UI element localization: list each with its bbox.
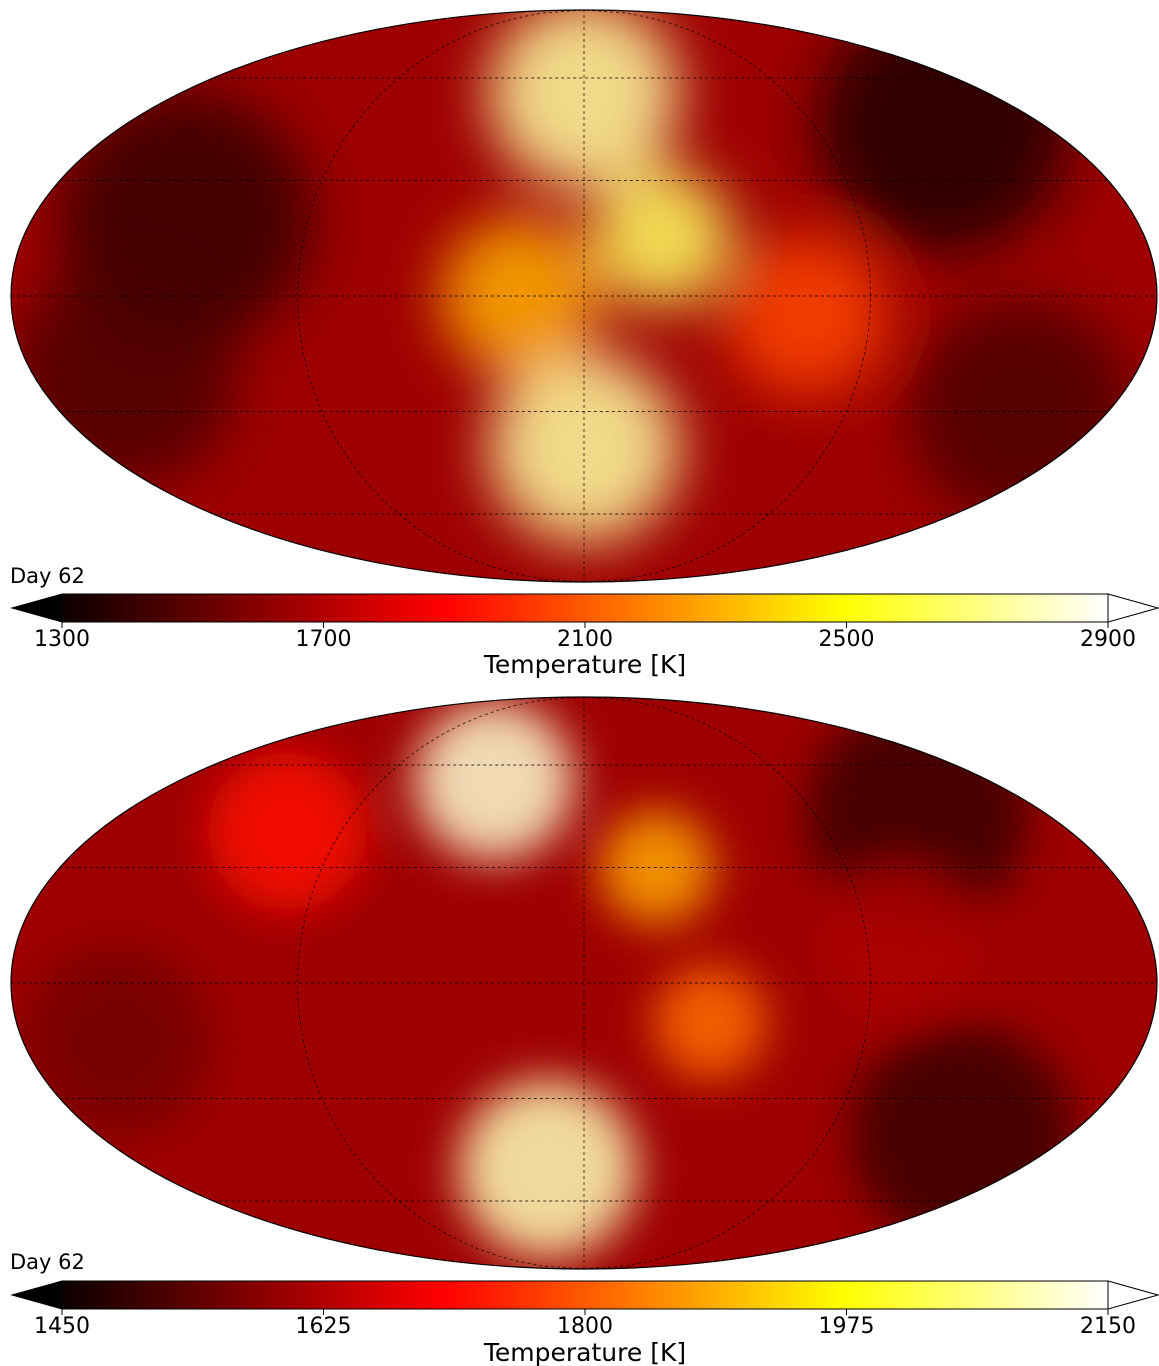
colorbar-tick-label: 1800	[557, 1314, 613, 1339]
map-feature-3	[440, 216, 600, 376]
colorbar-tick-label: 2500	[819, 627, 875, 652]
map-feature-6	[815, 10, 1071, 254]
map-features	[21, 701, 1074, 1259]
map-feature-4	[207, 751, 367, 911]
colorbar-tick-label: 1975	[819, 1314, 875, 1339]
colorbar: 1450 1625 1800 1975 2150 Temperature [K]	[10, 1280, 1159, 1366]
day-label: Day 62	[10, 1250, 85, 1274]
colorbar-tick-label: 1625	[296, 1314, 352, 1339]
colorbar-extend-high	[1107, 1280, 1159, 1310]
colorbar-tick-label: 1300	[34, 627, 90, 652]
colorbar-tick-label: 2150	[1080, 1314, 1136, 1339]
map-feature-4	[726, 236, 886, 395]
map-feature-3	[652, 964, 768, 1080]
colorbar-tick-label: 1700	[296, 627, 352, 652]
map-feature-7	[13, 262, 236, 485]
map-feature-1	[458, 1080, 637, 1259]
meridian-90	[583, 10, 871, 582]
colorbar-label: Temperature [K]	[483, 650, 686, 679]
map-panel-bottom: Day 62 1450 1625 1800 1975 2150 Temperature [K…	[10, 696, 1159, 1366]
colorbar-gradient	[62, 594, 1108, 622]
meridian--90	[297, 10, 585, 582]
temperature-map	[11, 697, 1157, 1269]
meridian--90	[297, 697, 585, 1269]
meridian-90	[583, 697, 871, 1269]
colorbar-gradient	[62, 1281, 1108, 1309]
colorbar-extend-high	[1107, 593, 1159, 623]
colorbar-label: Temperature [K]	[483, 1338, 686, 1366]
colorbar-extend-low	[10, 593, 63, 623]
colorbar-tick-label: 2100	[557, 627, 613, 652]
graticule	[11, 697, 1157, 1269]
graticule	[11, 10, 1157, 582]
map-panel-top: Day 62 1300 1700 2100 2500 2900 Temperature [K…	[10, 9, 1159, 679]
map-outline	[10, 696, 1158, 1270]
map-feature-0	[414, 701, 574, 860]
colorbar-tick-label: 1450	[34, 1314, 90, 1339]
day-label: Day 62	[10, 564, 85, 588]
map-outline	[10, 9, 1158, 583]
colorbar: 1300 1700 2100 2500 2900 Temperature [K]	[10, 593, 1159, 679]
map-feature-7	[21, 946, 213, 1137]
colorbar-tick-label: 2900	[1080, 627, 1136, 652]
colorbar-extend-low	[10, 1280, 63, 1310]
temperature-map	[11, 10, 1157, 582]
map-feature-8	[819, 864, 979, 1024]
map-feature-2	[591, 167, 732, 308]
map-feature-6	[850, 1023, 1074, 1247]
